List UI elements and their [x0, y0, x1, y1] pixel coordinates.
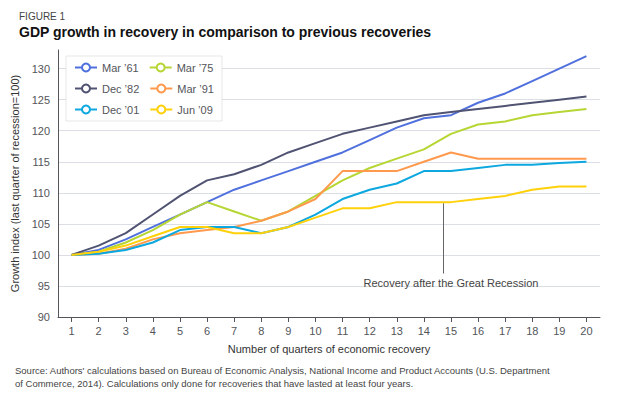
svg-text:7: 7	[231, 325, 237, 337]
svg-text:19: 19	[553, 325, 565, 337]
svg-text:Growth index (last quarter of: Growth index (last quarter of recession=…	[9, 75, 21, 292]
svg-text:Source: Authors' calculations: Source: Authors' calculations based on B…	[15, 365, 550, 376]
svg-text:2: 2	[96, 325, 102, 337]
svg-text:17: 17	[499, 325, 511, 337]
svg-text:100: 100	[32, 249, 50, 261]
svg-text:115: 115	[32, 156, 50, 168]
svg-text:10: 10	[309, 325, 321, 337]
svg-text:Dec ’82: Dec ’82	[102, 83, 139, 95]
svg-text:12: 12	[364, 325, 376, 337]
svg-text:4: 4	[150, 325, 156, 337]
svg-text:90: 90	[38, 311, 50, 323]
svg-text:130: 130	[32, 63, 50, 75]
svg-text:20: 20	[580, 325, 592, 337]
svg-text:Dec ’01: Dec ’01	[102, 104, 139, 116]
svg-text:Mar ’91: Mar ’91	[177, 83, 214, 95]
svg-text:GDP growth in recovery in comp: GDP growth in recovery in comparison to …	[19, 24, 431, 40]
svg-text:15: 15	[445, 325, 457, 337]
svg-text:9: 9	[285, 325, 291, 337]
svg-text:Mar ’61: Mar ’61	[102, 62, 139, 74]
svg-text:11: 11	[337, 325, 348, 337]
svg-text:95: 95	[38, 280, 50, 292]
svg-text:6: 6	[204, 325, 210, 337]
svg-text:3: 3	[123, 325, 129, 337]
svg-text:16: 16	[472, 325, 484, 337]
svg-text:120: 120	[32, 125, 50, 137]
svg-text:105: 105	[32, 218, 50, 230]
svg-text:13: 13	[391, 325, 403, 337]
svg-text:Jun ’09: Jun ’09	[177, 104, 212, 116]
svg-text:1: 1	[68, 325, 74, 337]
svg-text:Recovery after the Great Reces: Recovery after the Great Recession	[364, 277, 539, 289]
svg-text:18: 18	[526, 325, 538, 337]
svg-text:110: 110	[32, 187, 50, 199]
svg-text:8: 8	[258, 325, 264, 337]
svg-text:5: 5	[177, 325, 183, 337]
svg-text:Mar ’75: Mar ’75	[177, 62, 214, 74]
svg-text:14: 14	[418, 325, 430, 337]
svg-text:FIGURE 1: FIGURE 1	[19, 11, 66, 22]
svg-text:Number of quarters of economic: Number of quarters of economic recovery	[228, 343, 431, 355]
svg-text:of Commerce, 2014). Calculatio: of Commerce, 2014). Calculations only do…	[15, 378, 413, 389]
svg-text:125: 125	[32, 94, 50, 106]
